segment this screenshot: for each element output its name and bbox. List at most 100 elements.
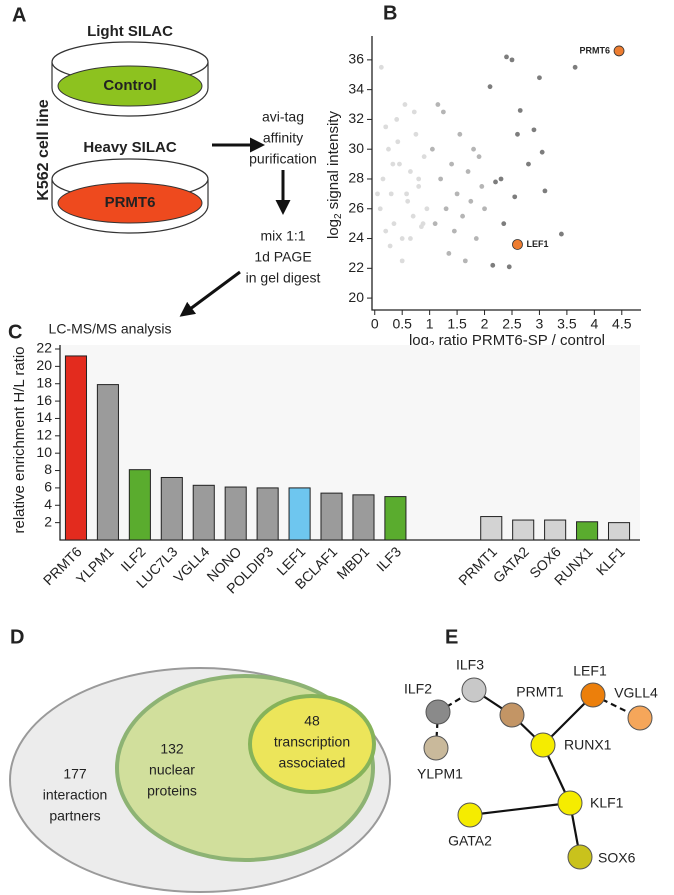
y-tick-label: 24 bbox=[348, 229, 364, 245]
venn-count: 177 bbox=[63, 766, 87, 782]
plot-background bbox=[60, 345, 640, 540]
x-tick-label: 2.5 bbox=[502, 316, 522, 332]
network-node bbox=[423, 735, 449, 761]
y-tick-label: 4 bbox=[44, 496, 52, 512]
x-tick-label: PRMT1 bbox=[455, 543, 500, 588]
point bbox=[476, 154, 482, 160]
y-tick-label: 10 bbox=[36, 444, 52, 460]
y-tick-label: 30 bbox=[348, 140, 364, 156]
point bbox=[449, 161, 455, 167]
dish-medium bbox=[57, 182, 203, 224]
point bbox=[454, 191, 460, 197]
bar bbox=[352, 494, 375, 541]
point bbox=[388, 191, 394, 197]
y-tick-label: 6 bbox=[44, 479, 52, 495]
venn-text: associated bbox=[279, 755, 346, 771]
point bbox=[462, 258, 468, 264]
x-tick-label: 0.5 bbox=[392, 316, 412, 332]
point bbox=[440, 109, 446, 115]
network-label: KLF1 bbox=[590, 795, 624, 811]
y-tick-label: 14 bbox=[36, 409, 52, 425]
workflow-step: purification bbox=[249, 151, 317, 167]
network-node bbox=[425, 699, 451, 725]
point bbox=[387, 243, 393, 249]
network-node bbox=[530, 732, 556, 758]
point bbox=[526, 161, 531, 167]
x-tick-label: ILF3 bbox=[373, 543, 404, 574]
bar bbox=[224, 486, 247, 541]
point bbox=[390, 161, 396, 167]
point bbox=[404, 191, 409, 197]
bar bbox=[160, 476, 183, 541]
point bbox=[498, 176, 504, 182]
point bbox=[506, 264, 512, 270]
network-node bbox=[499, 702, 525, 728]
point bbox=[515, 131, 520, 137]
point bbox=[487, 84, 493, 90]
point bbox=[375, 191, 380, 197]
network-label: PRMT1 bbox=[516, 684, 564, 700]
point bbox=[531, 127, 537, 133]
network-label: ILF2 bbox=[404, 681, 432, 697]
axis bbox=[59, 345, 640, 541]
point bbox=[493, 179, 498, 185]
axis-label-part: signal intensity bbox=[325, 111, 342, 210]
x-tick-label: 1.5 bbox=[447, 316, 467, 332]
x-tick-label: 2 bbox=[481, 316, 489, 332]
point bbox=[383, 124, 389, 130]
point bbox=[446, 251, 452, 256]
network-label: SOX6 bbox=[598, 850, 636, 866]
point bbox=[397, 161, 402, 167]
network-node bbox=[580, 682, 606, 708]
x-tick-label: VGLL4 bbox=[170, 543, 212, 585]
point bbox=[435, 102, 441, 107]
y-tick-label: 20 bbox=[348, 289, 364, 305]
point bbox=[438, 176, 444, 182]
dish-label: Control bbox=[103, 77, 156, 94]
y-tick-label: 28 bbox=[348, 170, 364, 186]
x-tick-label: 3 bbox=[536, 316, 544, 332]
point bbox=[451, 228, 457, 234]
y-tick-label: 32 bbox=[348, 110, 364, 126]
point bbox=[465, 169, 471, 174]
point bbox=[501, 221, 507, 227]
point bbox=[402, 102, 408, 107]
workflow-step: affinity bbox=[263, 130, 303, 146]
venn-text: proteins bbox=[147, 783, 197, 799]
network-label: RUNX1 bbox=[564, 737, 612, 753]
point bbox=[432, 221, 438, 227]
point bbox=[405, 198, 411, 204]
network-node bbox=[557, 790, 583, 816]
venn-text: partners bbox=[49, 808, 100, 824]
point bbox=[542, 188, 548, 194]
point bbox=[411, 109, 417, 115]
bar bbox=[64, 355, 88, 541]
point bbox=[408, 169, 413, 174]
point bbox=[558, 231, 564, 237]
point bbox=[399, 236, 405, 241]
point bbox=[383, 228, 389, 234]
bar bbox=[576, 521, 599, 541]
workflow-step: avi-tag bbox=[262, 109, 304, 125]
arrow bbox=[179, 270, 241, 317]
point bbox=[421, 154, 427, 160]
y-tick-label: 26 bbox=[348, 199, 364, 215]
y-tick-label: 16 bbox=[36, 392, 52, 408]
network-label: ILF3 bbox=[456, 657, 484, 673]
axis-label: relative enrichment H/L ratio bbox=[11, 346, 28, 533]
point bbox=[509, 57, 515, 63]
point bbox=[471, 146, 476, 152]
x-tick-label: KLF1 bbox=[593, 543, 628, 578]
x-tick-label: 0 bbox=[371, 316, 379, 332]
y-tick-label: 36 bbox=[348, 51, 364, 67]
panel-label: D bbox=[10, 626, 24, 648]
y-tick-label: 22 bbox=[36, 340, 52, 356]
bar bbox=[320, 492, 343, 541]
venn-count: 132 bbox=[160, 741, 184, 757]
network-node bbox=[627, 705, 653, 731]
bar bbox=[256, 487, 279, 541]
venn-count: 48 bbox=[304, 713, 320, 729]
x-tick-label: 4 bbox=[590, 316, 598, 332]
dish-label: PRMT6 bbox=[105, 194, 156, 211]
panel-label: A bbox=[12, 4, 26, 26]
